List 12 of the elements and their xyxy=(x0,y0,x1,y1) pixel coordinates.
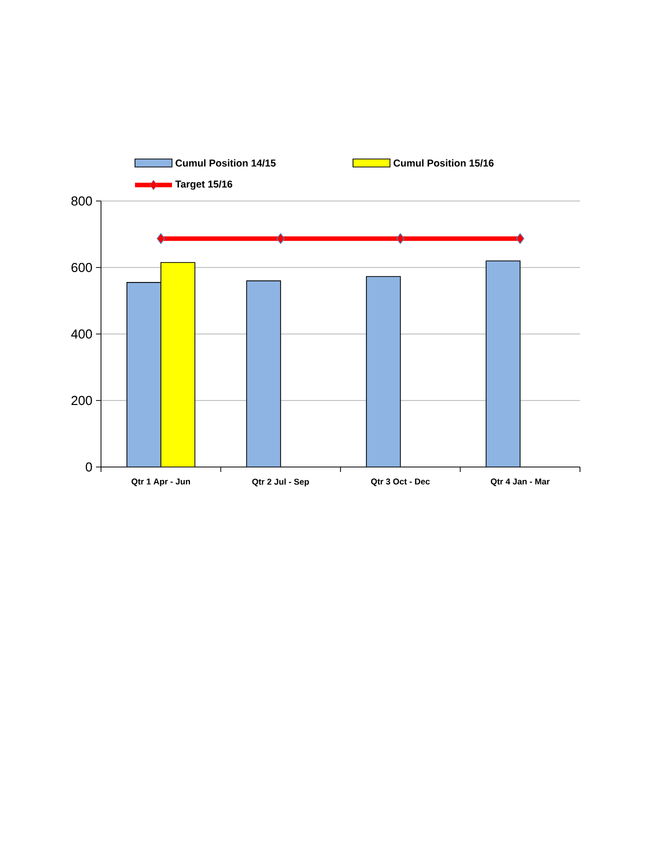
legend-label: Cumul Position 14/15 xyxy=(176,159,276,167)
x-tick-label: Qtr 3 Oct - Dec xyxy=(371,478,430,486)
y-tick-label: 400 xyxy=(71,329,92,339)
x-tick-label: Qtr 2 Jul - Sep xyxy=(252,478,309,486)
x-tick-label: Qtr 1 Apr - Jun xyxy=(132,478,190,486)
y-tick-label: 800 xyxy=(71,196,92,206)
x-tick-label: Qtr 4 Jan - Mar xyxy=(490,478,550,486)
y-tick-label: 0 xyxy=(86,462,92,472)
y-tick-label: 600 xyxy=(72,262,92,272)
legend-label: Cumul Position 15/16 xyxy=(394,159,494,167)
legend-label: Target 15/16 xyxy=(175,180,232,190)
y-tick-label: 200 xyxy=(72,396,92,406)
